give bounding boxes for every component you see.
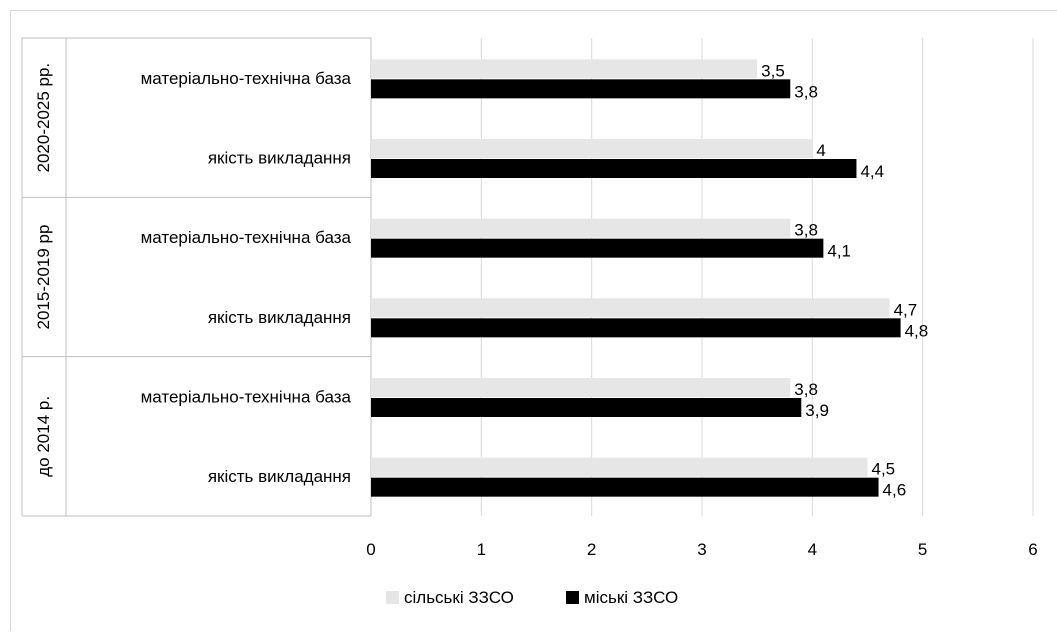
category-label: якість викладання (208, 467, 351, 486)
category-label: матеріально-технічна база (141, 388, 352, 407)
bar-urban (371, 239, 823, 258)
data-label-rural: 3,8 (794, 221, 818, 240)
data-label-rural: 4,7 (894, 300, 918, 319)
category-label: матеріально-технічна база (141, 69, 352, 88)
data-label-rural: 3,5 (761, 61, 785, 80)
x-tick-label: 2 (587, 540, 596, 559)
category-label: матеріально-технічна база (141, 228, 352, 247)
group-label: 2020-2025 рр. (34, 63, 53, 173)
category-label: якість викладання (208, 308, 351, 327)
data-label-urban: 4,6 (883, 481, 907, 500)
legend-label-urban: міські ЗЗСО (584, 588, 678, 607)
data-label-urban: 4,1 (827, 242, 851, 261)
bar-rural (371, 298, 890, 317)
x-tick-label: 3 (697, 540, 706, 559)
legend-label-rural: сільські ЗЗСО (404, 588, 514, 607)
bar-urban (371, 478, 879, 497)
data-label-rural: 4 (816, 141, 825, 160)
data-label-rural: 4,5 (872, 460, 896, 479)
group-label: до 2014 р. (34, 396, 53, 477)
x-tick-label: 5 (918, 540, 927, 559)
bar-rural (371, 139, 812, 158)
bar-urban (371, 318, 901, 337)
group-label: 2015-2019 рр (34, 225, 53, 330)
legend-swatch-urban (566, 591, 579, 604)
bar-urban (371, 159, 856, 178)
bar-rural (371, 458, 868, 477)
x-tick-label: 0 (366, 540, 375, 559)
category-label: якість викладання (208, 149, 351, 168)
data-label-urban: 3,9 (805, 401, 829, 420)
data-label-urban: 4,8 (905, 321, 929, 340)
bar-rural (371, 219, 790, 238)
x-tick-label: 4 (808, 540, 817, 559)
data-label-urban: 4,4 (860, 162, 884, 181)
bar-rural (371, 59, 757, 78)
bar-rural (371, 378, 790, 397)
bar-urban (371, 79, 790, 98)
data-label-urban: 3,8 (794, 82, 818, 101)
x-tick-label: 1 (477, 540, 486, 559)
data-label-rural: 3,8 (794, 380, 818, 399)
bar-urban (371, 398, 801, 417)
x-tick-label: 6 (1028, 540, 1037, 559)
legend-swatch-rural (386, 591, 399, 604)
